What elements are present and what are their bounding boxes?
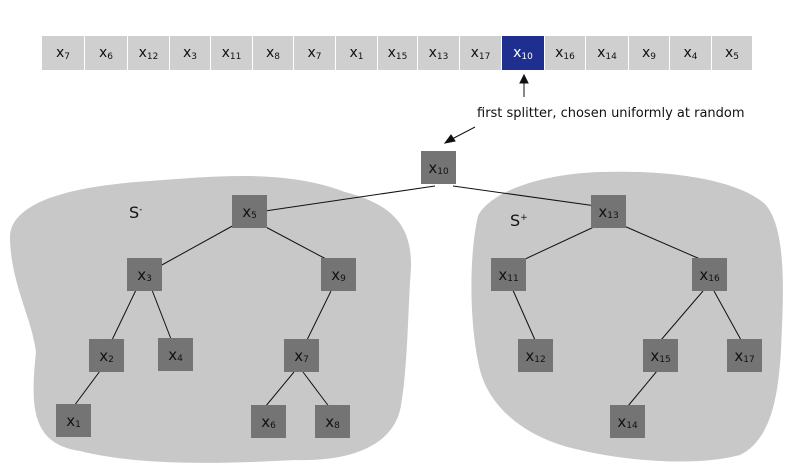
arrow-to-array-splitter-head <box>519 73 529 84</box>
edge-3-4 <box>151 289 172 340</box>
edge-7-6 <box>264 371 295 408</box>
tree-node: x 16 <box>692 258 727 291</box>
array-cell: x 15 <box>378 36 417 70</box>
edge-11-12 <box>511 287 536 341</box>
left-subset-label: S- <box>129 203 143 222</box>
array-cell: x 14 <box>586 36 628 70</box>
tree-node: x 13 <box>591 195 626 228</box>
array-cell-splitter: x 10 <box>502 36 544 70</box>
tree-node-root: x 10 <box>421 151 456 184</box>
left-subset-blob <box>10 175 412 463</box>
array-cell: x 16 <box>545 36 585 70</box>
tree-node: x 14 <box>610 405 645 438</box>
array-cell: x 11 <box>211 36 252 70</box>
arrow-to-tree-root-head <box>443 134 456 144</box>
tree-edges <box>73 185 742 409</box>
edge-16-17 <box>713 290 742 341</box>
right-subset-blob <box>471 171 783 462</box>
arrow-to-tree-root <box>451 126 476 140</box>
edge-15-14 <box>627 370 658 407</box>
tree-node: x 11 <box>491 258 526 291</box>
array-cell: x 17 <box>460 36 501 70</box>
edge-13-16 <box>623 225 701 260</box>
edge-3-2 <box>111 289 137 341</box>
edge-10-5 <box>264 185 436 212</box>
edge-7-8 <box>302 371 331 409</box>
edge-10-13 <box>452 185 597 207</box>
edge-9-7 <box>306 290 332 341</box>
tree-node: x 15 <box>643 339 678 372</box>
edge-5-9 <box>261 224 327 260</box>
right-subset-label: S+ <box>510 211 528 230</box>
array-cell: x 12 <box>128 36 169 70</box>
annotation-arrows <box>443 73 529 144</box>
tree-node: x 12 <box>518 339 553 372</box>
array-cell: x 13 <box>418 36 459 70</box>
edge-13-11 <box>522 225 597 261</box>
tree-node: x 17 <box>727 339 762 372</box>
edge-2-1 <box>73 370 101 407</box>
edge-16-15 <box>660 290 704 341</box>
splitter-annotation: first splitter, chosen uniformly at rand… <box>477 106 745 121</box>
edge-5-3 <box>159 223 237 267</box>
